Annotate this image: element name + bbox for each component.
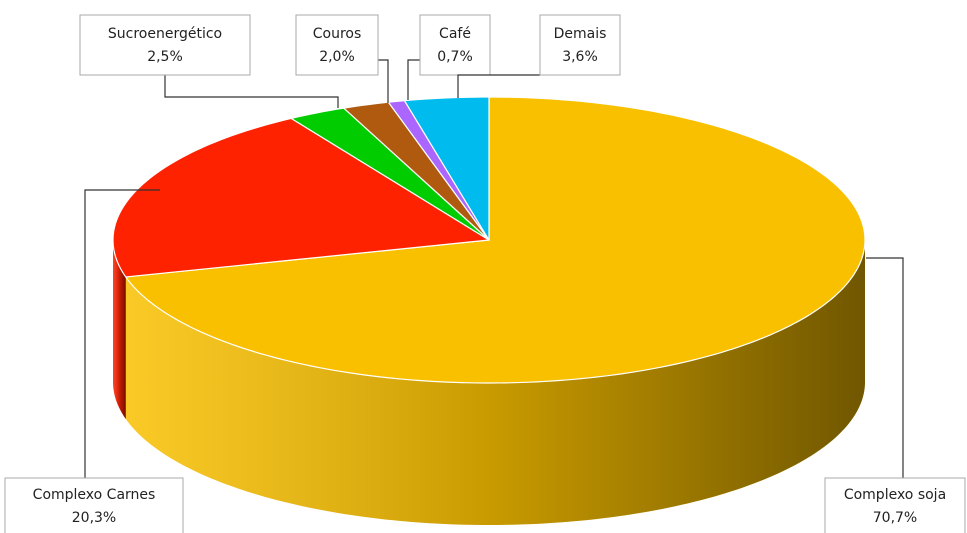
slice <box>403 96 490 241</box>
slice-side-shade <box>113 240 126 419</box>
label-box <box>295 14 379 76</box>
label-box <box>4 477 184 533</box>
category-label: Demais <box>554 26 607 42</box>
label-box <box>79 14 251 76</box>
value-label: 20,3% <box>72 510 116 526</box>
category-label: Couros <box>313 26 362 42</box>
category-label: Complexo Carnes <box>33 487 156 503</box>
leader-line <box>378 59 389 103</box>
label-box <box>539 14 621 76</box>
leader-line <box>866 257 904 478</box>
leader-line <box>84 189 160 478</box>
value-label: 2,5% <box>147 49 183 65</box>
slice <box>343 101 490 241</box>
category-label: Complexo soja <box>844 487 946 503</box>
leader-line <box>164 75 339 108</box>
label-box <box>419 14 491 76</box>
slice <box>290 107 490 241</box>
leader-line <box>457 74 540 98</box>
value-label: 0,7% <box>437 49 473 65</box>
leader-line <box>407 59 420 100</box>
slice <box>125 96 866 384</box>
slice-side-shade <box>125 240 865 525</box>
value-label: 2,0% <box>319 49 355 65</box>
slice <box>112 117 490 278</box>
value-label: 70,7% <box>873 510 917 526</box>
category-label: Sucroenergético <box>108 26 222 42</box>
category-label: Café <box>439 26 471 42</box>
value-label: 3,6% <box>562 49 598 65</box>
label-box <box>824 477 966 533</box>
